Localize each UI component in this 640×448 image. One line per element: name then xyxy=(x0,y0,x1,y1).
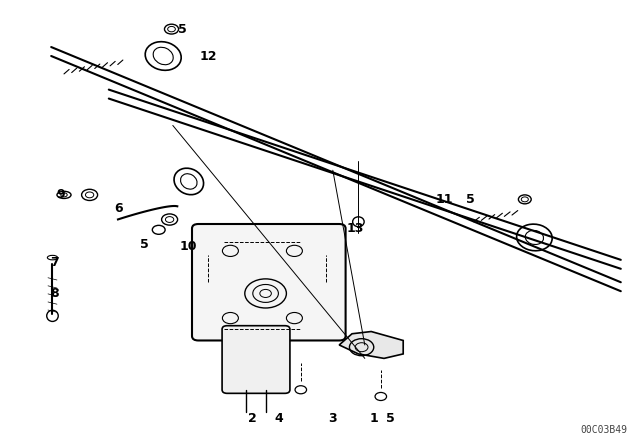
Text: 10: 10 xyxy=(180,240,198,253)
Text: 00C03B49: 00C03B49 xyxy=(580,425,627,435)
Text: 2: 2 xyxy=(248,412,257,426)
Text: 11: 11 xyxy=(436,193,454,206)
Text: 5: 5 xyxy=(386,412,395,426)
Text: 3: 3 xyxy=(328,412,337,426)
Text: 12: 12 xyxy=(199,49,217,63)
Text: 8: 8 xyxy=(50,287,59,300)
FancyBboxPatch shape xyxy=(192,224,346,340)
FancyBboxPatch shape xyxy=(222,326,290,393)
Text: 5: 5 xyxy=(178,22,187,36)
Polygon shape xyxy=(339,332,403,358)
Text: 5: 5 xyxy=(466,193,475,206)
Text: 4: 4 xyxy=(274,412,283,426)
Text: 9: 9 xyxy=(56,188,65,202)
Text: 5: 5 xyxy=(140,237,148,251)
Text: 6: 6 xyxy=(114,202,123,215)
Text: 13: 13 xyxy=(346,222,364,235)
Text: 7: 7 xyxy=(50,255,59,269)
Text: 1: 1 xyxy=(370,412,379,426)
